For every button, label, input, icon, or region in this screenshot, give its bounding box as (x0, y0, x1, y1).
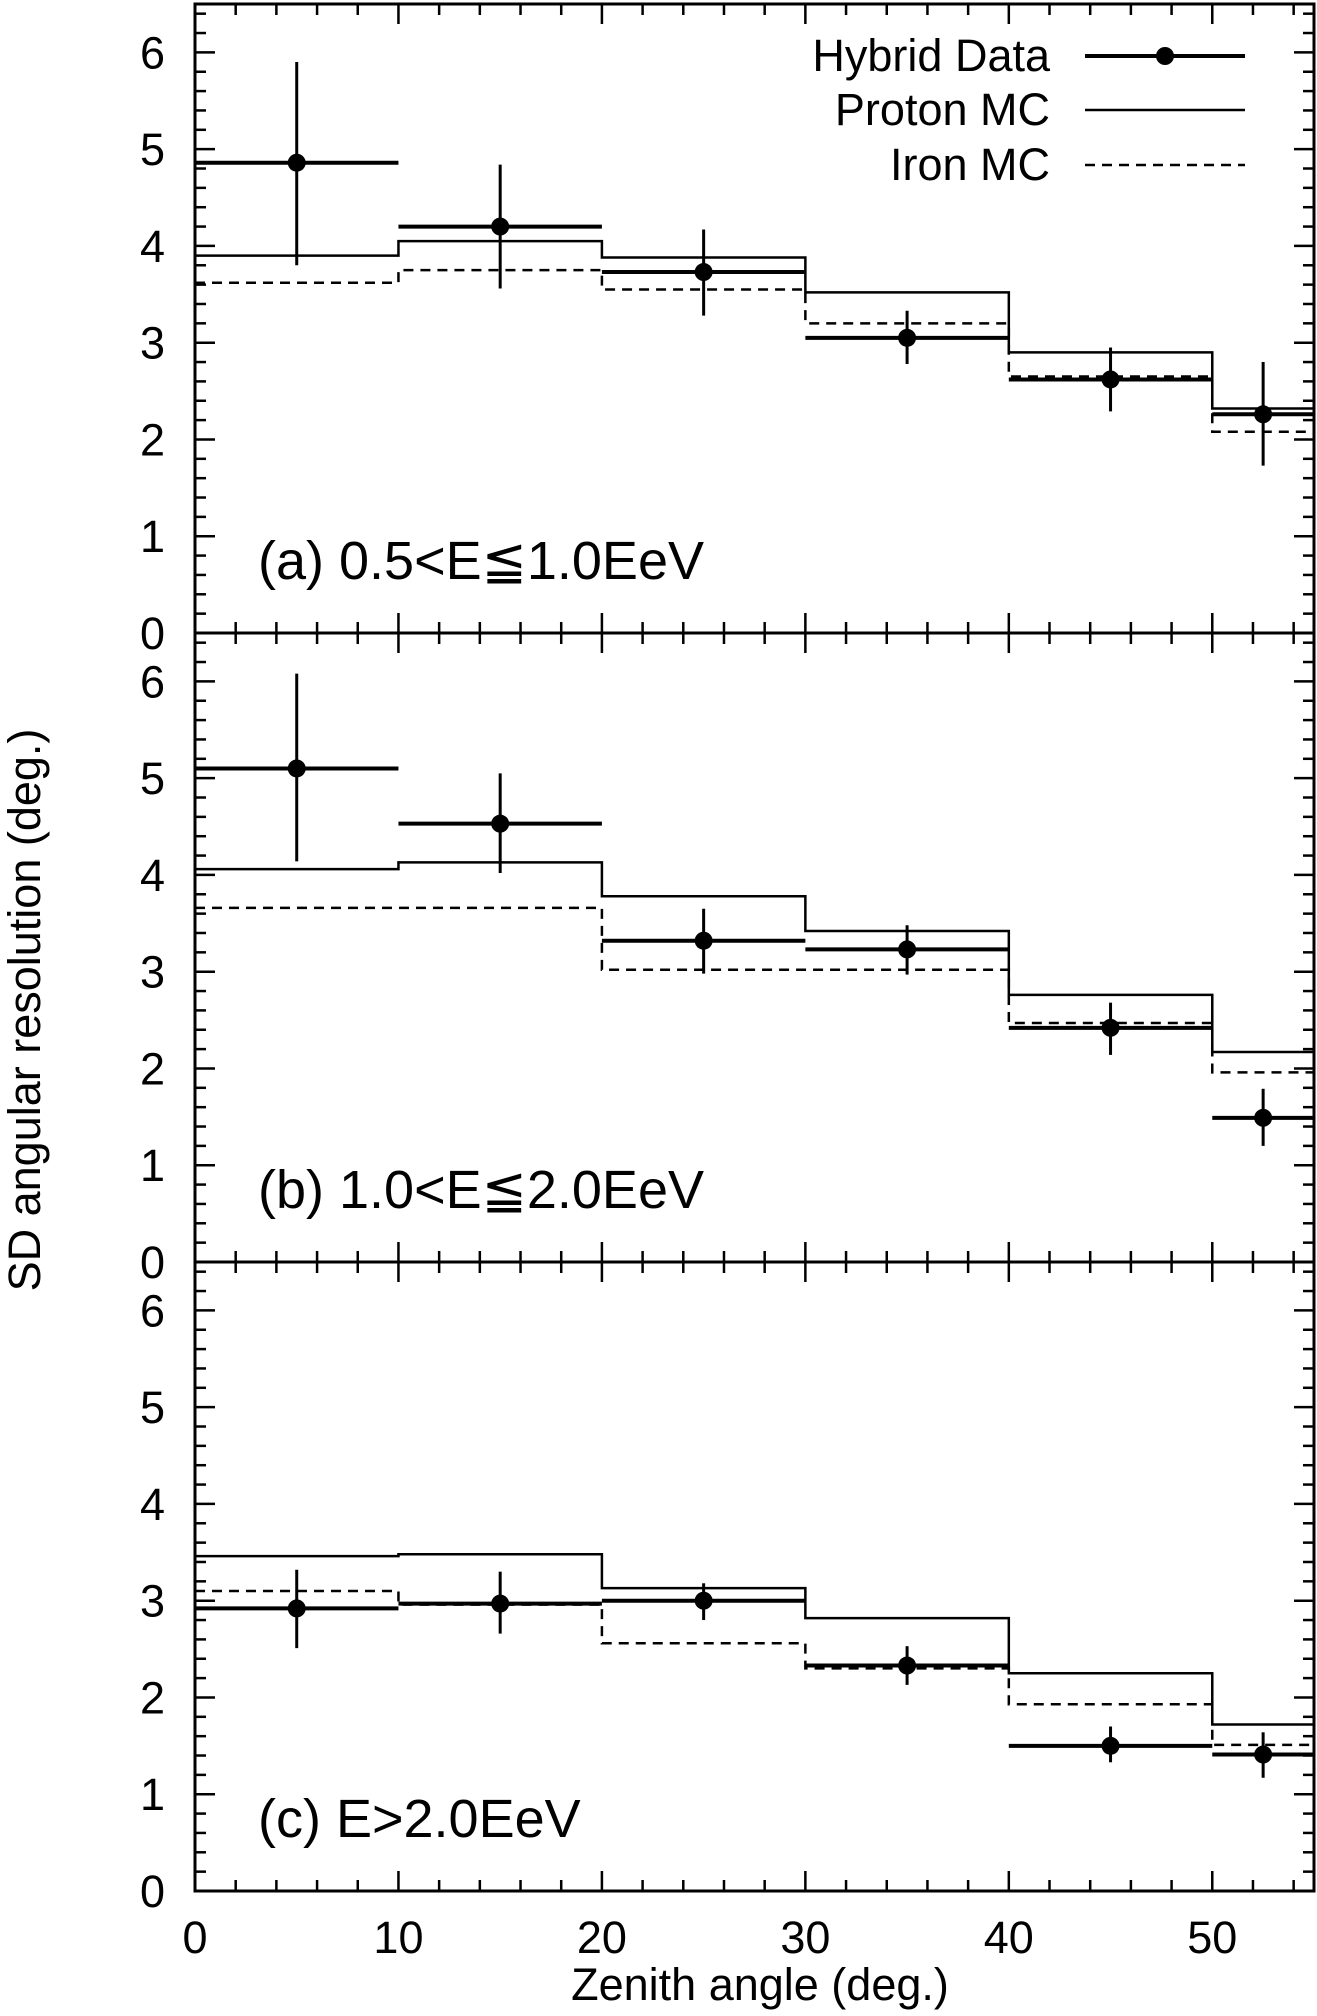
proton-mc-line (195, 861, 1314, 1054)
x-tick-label: 10 (373, 1912, 423, 1963)
legend-entry-proton: Proton MC (835, 84, 1245, 135)
data-point (601, 908, 806, 974)
data-point (1008, 347, 1213, 412)
legend-entry-iron: Iron MC (890, 139, 1245, 190)
panel-1: 0 1 2 3 4 5 6 (a) 0.5<E≦1.0EeV (140, 2, 1316, 659)
data-point (398, 1571, 602, 1634)
data-point (1008, 1002, 1213, 1055)
data-marker (287, 1599, 306, 1618)
panel-frame (193, 1260, 1316, 1893)
x-axis-title: Zenith angle (deg.) (571, 1959, 949, 2010)
data-marker (898, 940, 917, 959)
data-point (398, 164, 602, 289)
data-marker (1101, 1018, 1120, 1037)
data-point (195, 673, 399, 862)
proton-mc-line (195, 239, 1314, 410)
panel-3: 0 1 2 3 4 5 6 (c) E>2.0EeV (140, 1260, 1316, 1917)
data-marker (491, 217, 510, 236)
y-tick-label: 2 (140, 414, 165, 465)
x-tick-label: 30 (780, 1912, 830, 1963)
data-point (1212, 1088, 1314, 1146)
data-marker (491, 1594, 510, 1613)
legend-label: Iron MC (890, 139, 1050, 190)
y-tick-label: 0 (140, 1866, 165, 1917)
y-tick-label: 5 (140, 753, 165, 804)
y-tick-label: 2 (140, 1672, 165, 1723)
data-point (601, 229, 806, 316)
data-marker (287, 153, 306, 172)
y-tick-label: 5 (140, 1382, 165, 1433)
y-tick-label: 0 (140, 1237, 165, 1288)
iron-mc-line (195, 1589, 1314, 1747)
data-point (1008, 1726, 1213, 1763)
data-point (195, 1569, 399, 1649)
data-marker (898, 1656, 917, 1675)
data-point (601, 1583, 806, 1621)
data-marker (1254, 1745, 1273, 1764)
y-tick-label: 4 (140, 221, 165, 272)
x-tick-label: 50 (1187, 1912, 1237, 1963)
data-marker (694, 1591, 713, 1610)
y-tick-label: 6 (140, 1285, 165, 1336)
y-tick-label: 2 (140, 1043, 165, 1094)
y-tick-label: 1 (140, 1140, 165, 1191)
x-tick-label: 40 (984, 1912, 1034, 1963)
data-marker (287, 759, 306, 778)
y-tick-label: 6 (140, 656, 165, 707)
y-tick-label: 4 (140, 850, 165, 901)
data-point (805, 925, 1009, 975)
data-point (805, 1646, 1009, 1685)
y-tick-label: 4 (140, 1479, 165, 1530)
proton-mc-line (195, 1552, 1314, 1726)
panel-label: (c) E>2.0EeV (258, 1789, 581, 1849)
legend-swatch-marker (1156, 47, 1174, 65)
legend-label: Proton MC (835, 84, 1050, 135)
x-tick-label: 0 (182, 1912, 207, 1963)
data-point (1212, 1732, 1314, 1778)
iron-mc-line (195, 906, 1314, 1074)
y-tick-label: 3 (140, 947, 165, 998)
data-marker (491, 814, 510, 833)
panel-2: 0 1 2 3 4 5 6 (b) 1.0<E≦2.0EeV (140, 631, 1316, 1288)
data-point (805, 310, 1009, 364)
x-tick-label: 20 (577, 1912, 627, 1963)
data-marker (1254, 1108, 1273, 1127)
y-axis-title: SD angular resolution (deg.) (0, 729, 50, 1292)
data-point (398, 773, 602, 873)
data-marker (1101, 370, 1120, 389)
y-tick-label: 3 (140, 1576, 165, 1627)
y-tick-label: 1 (140, 511, 165, 562)
data-point (195, 62, 399, 266)
panel-label: (b) 1.0<E≦2.0EeV (258, 1160, 704, 1220)
panel-label: (a) 0.5<E≦1.0EeV (258, 531, 704, 591)
y-tick-label: 3 (140, 318, 165, 369)
legend-label: Hybrid Data (812, 30, 1051, 81)
data-point (1212, 362, 1314, 466)
y-tick-label: 1 (140, 1769, 165, 1820)
data-marker (898, 328, 917, 347)
legend-entry-data: Hybrid Data (812, 30, 1245, 81)
y-tick-label: 6 (140, 27, 165, 78)
y-tick-label: 5 (140, 124, 165, 175)
y-tick-label: 0 (140, 608, 165, 659)
data-marker (1101, 1736, 1120, 1755)
iron-mc-line (195, 268, 1314, 433)
data-marker (1254, 405, 1273, 424)
data-marker (694, 263, 713, 282)
panels-group: 0 1 2 3 4 5 6 (a) 0.5<E≦1.0EeV 0 1 2 3 4 5 6 (b) 1.0<E≦… (140, 2, 1316, 1963)
data-marker (694, 931, 713, 950)
